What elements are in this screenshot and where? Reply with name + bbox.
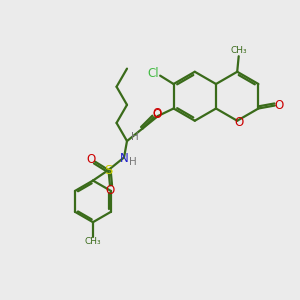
Text: H: H	[129, 157, 137, 167]
Text: CH₃: CH₃	[230, 46, 247, 56]
Text: H: H	[131, 133, 139, 142]
Text: O: O	[86, 153, 95, 166]
Text: O: O	[275, 99, 284, 112]
Text: O: O	[105, 184, 115, 197]
Text: O: O	[234, 116, 243, 129]
Text: CH₃: CH₃	[85, 237, 101, 246]
Text: Cl: Cl	[148, 67, 159, 80]
Text: S: S	[104, 164, 113, 176]
Text: O: O	[153, 108, 162, 121]
Text: N: N	[120, 152, 129, 165]
Text: O: O	[153, 107, 162, 120]
